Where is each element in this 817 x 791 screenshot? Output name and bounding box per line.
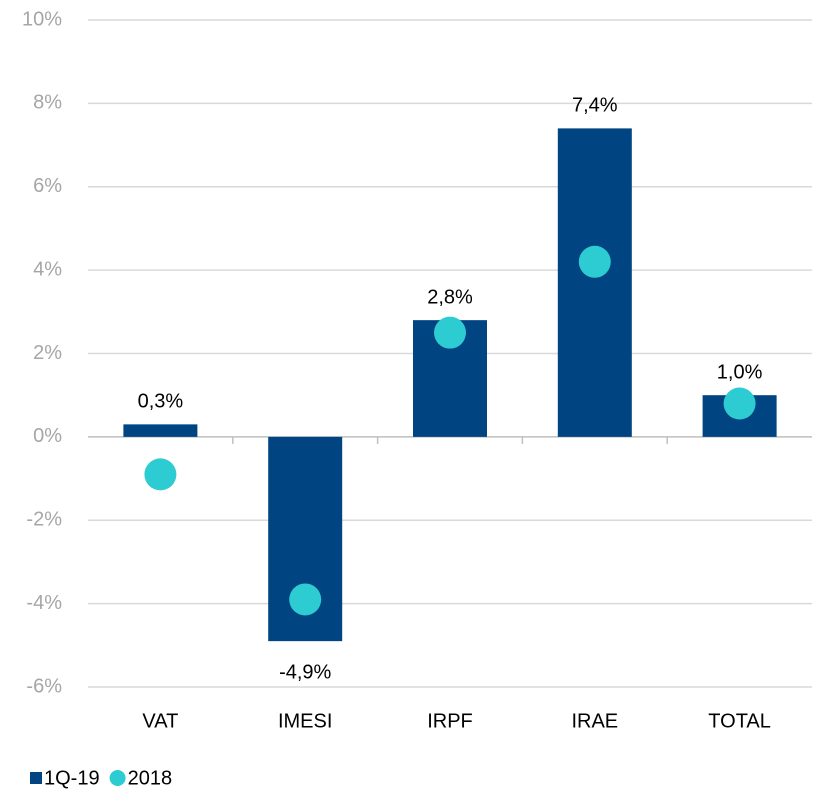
y-tick-label: 0% — [33, 425, 62, 447]
y-tick-label: -4% — [26, 592, 62, 614]
y-tick-label: 6% — [33, 175, 62, 197]
y-tick-label: 8% — [33, 92, 62, 114]
data-label: 7,4% — [572, 95, 618, 117]
y-tick-label: -2% — [26, 509, 62, 531]
data-label: 1,0% — [717, 361, 763, 383]
x-tick-label: TOTAL — [708, 710, 771, 732]
y-tick-label: 4% — [33, 258, 62, 280]
legend-label: 1Q-19 — [44, 767, 100, 789]
x-tick-label: VAT — [142, 710, 178, 732]
bar — [123, 424, 198, 437]
dot — [289, 583, 322, 616]
x-tick-label: IMESI — [278, 710, 332, 732]
y-tick-label: -6% — [26, 675, 62, 697]
data-label: -4,9% — [279, 661, 331, 683]
x-tick-label: IRPF — [427, 710, 473, 732]
y-tick-label: 10% — [22, 8, 62, 30]
dot — [578, 245, 611, 278]
legend-swatch — [30, 772, 42, 784]
bar — [557, 128, 632, 437]
dot — [144, 458, 177, 491]
data-label: 2,8% — [427, 286, 473, 308]
x-tick-label: IRAE — [571, 710, 618, 732]
legend-label: 2018 — [128, 767, 173, 789]
y-tick-label: 2% — [33, 342, 62, 364]
legend-swatch — [109, 770, 126, 786]
dot — [723, 387, 756, 420]
data-label: 0,3% — [138, 391, 184, 413]
dot — [434, 316, 466, 349]
